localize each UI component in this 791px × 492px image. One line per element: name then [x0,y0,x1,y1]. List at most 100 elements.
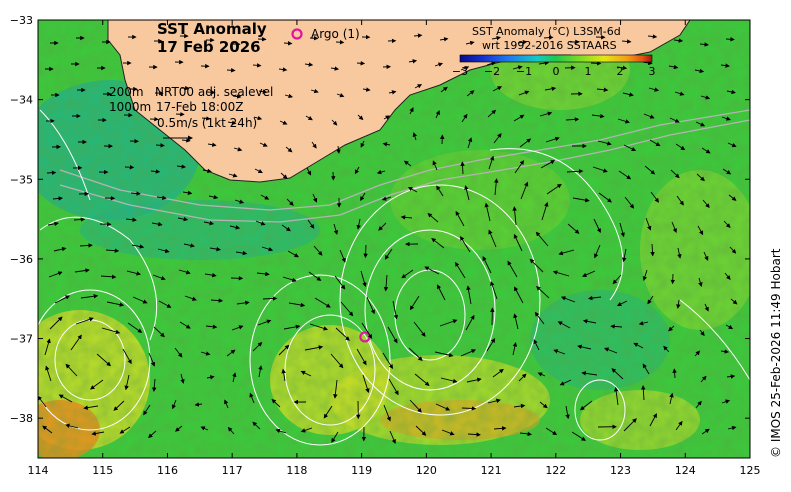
current-arrow [728,194,737,201]
current-arrow [617,118,630,124]
current-arrow [694,350,701,357]
current-arrow [229,225,241,230]
current-arrow [624,196,635,209]
current-arrow [486,61,496,66]
current-arrow [176,164,187,169]
current-arrow [383,404,391,422]
current-arrow [304,345,324,351]
current-arrow [275,428,287,434]
current-arrow [487,398,501,404]
current-arrow [330,66,340,71]
current-arrow [207,142,217,147]
current-arrow [579,400,593,411]
current-arrow [336,93,345,98]
current-arrow [376,169,386,175]
current-arrow [492,368,504,378]
current-arrow [300,370,312,377]
current-arrow [125,217,137,222]
current-arrow [466,285,472,305]
current-arrow [409,295,420,311]
current-arrow [540,160,556,169]
current-arrow [643,113,655,119]
current-arrow [507,260,518,278]
y-tick-label: −38 [10,412,33,425]
current-arrow [271,398,281,408]
current-arrow [388,90,397,95]
map-title-line1: SST Anomaly [157,20,267,38]
current-arrow [675,420,683,431]
current-arrow [558,249,575,256]
current-arrow [619,222,625,238]
current-arrow [439,37,449,42]
current-arrow [284,93,293,99]
y-tick-label: −37 [10,333,33,346]
current-arrow [432,160,438,171]
current-arrow [339,249,346,263]
current-arrow [729,246,737,254]
current-arrow [281,368,286,382]
current-arrow [362,87,371,92]
current-arrow [581,371,598,376]
current-arrow [553,349,566,355]
info-datetime: 17-Feb 18:00Z [156,100,243,114]
current-arrow [204,272,217,278]
current-arrow [565,405,570,420]
current-arrow [593,218,601,234]
current-arrow [435,403,451,411]
current-arrow [113,400,125,411]
current-arrow [259,142,268,147]
x-tick-label: 119 [351,464,372,477]
current-arrow [132,296,148,304]
colorbar [459,54,653,63]
current-arrow [257,319,272,326]
current-arrow [669,392,674,405]
current-arrow [701,428,710,435]
info-sealevel-label: NRT00 adj. sealevel [155,85,273,99]
current-arrow [311,141,317,149]
current-arrow [633,342,644,349]
current-arrow [645,217,652,231]
current-arrow [378,222,387,231]
current-arrow [253,115,263,121]
current-arrow [618,170,632,180]
isobath-200m [59,109,750,211]
current-arrow [278,67,288,72]
current-arrow [305,115,313,121]
current-arrow [669,117,680,123]
current-arrow [676,195,684,206]
current-arrow [638,321,649,326]
current-arrow [58,394,73,403]
current-arrow [412,132,417,141]
current-arrow [79,243,93,248]
current-arrow [674,91,685,96]
current-arrow [300,427,313,433]
current-arrow [52,196,64,201]
current-arrow [260,194,270,200]
current-arrow [484,202,491,222]
current-arrow [307,219,315,229]
current-arrow [704,303,709,312]
current-arrow [228,173,238,178]
current-arrow [200,426,209,431]
current-arrow [90,379,104,390]
current-arrow [308,271,322,281]
current-arrow [158,300,172,308]
current-arrow [597,140,612,146]
current-arrow [623,144,637,151]
current-arrow [261,246,274,252]
current-arrow [323,405,333,419]
current-arrow [258,89,268,94]
current-arrow [434,62,443,67]
current-arrow [590,61,602,66]
current-arrow [383,115,391,120]
current-arrow [286,198,294,206]
current-arrow [493,178,499,196]
current-arrow [100,274,117,280]
current-arrow [306,167,312,176]
current-arrow [623,418,637,432]
current-arrow [649,139,661,147]
current-arrow [126,270,141,276]
current-arrow [672,368,677,379]
x-tick-label: 121 [481,464,502,477]
current-arrow [465,40,475,46]
